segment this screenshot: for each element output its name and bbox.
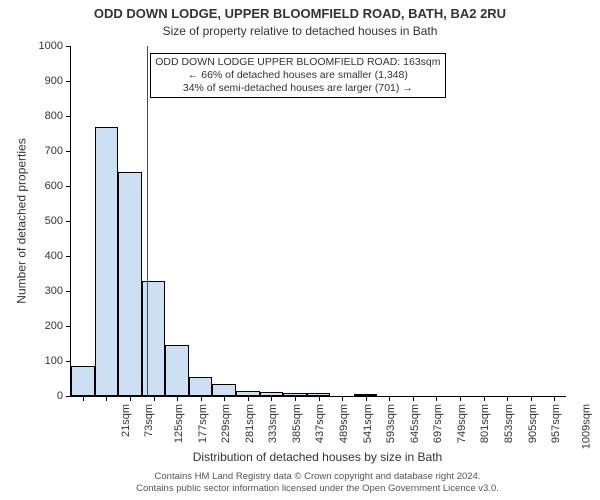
histogram-bar [236,391,260,396]
y-tick [66,116,71,117]
x-tick [106,396,107,401]
y-axis-label: Number of detached properties [15,138,29,303]
y-tick [66,81,71,82]
x-tick [342,396,343,401]
y-tick-label: 100 [45,355,63,367]
x-tick-label: 697sqm [432,404,444,443]
property-marker-line [147,46,148,396]
x-tick [413,396,414,401]
y-tick [66,151,71,152]
histogram-bar [307,393,331,396]
x-tick-label: 125sqm [173,404,185,443]
x-tick [531,396,532,401]
histogram-bar [71,366,95,396]
histogram-bar [212,384,236,396]
histogram-bar [354,394,378,396]
x-tick-label: 489sqm [338,404,350,443]
plot-area: 0100200300400500600700800900100021sqm73s… [70,46,566,397]
histogram-bar [95,127,119,397]
x-tick-label: 229sqm [220,404,232,443]
x-tick-label: 541sqm [362,404,374,443]
x-axis-title: Distribution of detached houses by size … [70,450,565,464]
histogram-bar [283,393,307,397]
y-tick [66,326,71,327]
x-tick-label: 177sqm [197,404,209,443]
annotation-box: ODD DOWN LODGE UPPER BLOOMFIELD ROAD: 16… [150,53,445,98]
y-tick-label: 400 [45,250,63,262]
y-tick [66,186,71,187]
x-tick-label: 437sqm [314,404,326,443]
y-tick [66,291,71,292]
chart-title: ODD DOWN LODGE, UPPER BLOOMFIELD ROAD, B… [0,6,600,21]
x-tick-label: 593sqm [385,404,397,443]
histogram-bar [165,345,189,396]
y-tick [66,256,71,257]
chart-subtitle: Size of property relative to detached ho… [0,24,600,38]
x-tick [130,396,131,401]
annotation-line: 34% of semi-detached houses are larger (… [155,82,440,95]
y-tick [66,361,71,362]
x-tick [484,396,485,401]
x-tick-label: 333sqm [267,404,279,443]
x-tick-label: 957sqm [550,404,562,443]
chart-footer: Contains HM Land Registry data © Crown c… [70,471,565,494]
y-tick [66,396,71,397]
x-tick [436,396,437,401]
x-tick-label: 749sqm [456,404,468,443]
y-tick-label: 900 [45,75,63,87]
x-tick [154,396,155,401]
x-tick [389,396,390,401]
histogram-bar [118,172,142,396]
x-tick [177,396,178,401]
y-tick-label: 200 [45,320,63,332]
x-tick [295,396,296,401]
x-tick-label: 73sqm [143,404,155,437]
x-tick [554,396,555,401]
histogram-bar [189,377,213,396]
y-tick-label: 0 [57,390,63,402]
x-tick [271,396,272,401]
footer-line-2: Contains public sector information licen… [136,483,499,494]
y-tick [66,46,71,47]
x-tick-label: 645sqm [409,404,421,443]
x-tick [83,396,84,401]
footer-line-1: Contains HM Land Registry data © Crown c… [155,471,481,482]
x-tick [201,396,202,401]
x-tick-label: 1009sqm [580,404,592,449]
annotation-line: ODD DOWN LODGE UPPER BLOOMFIELD ROAD: 16… [155,56,440,69]
x-tick [248,396,249,401]
x-tick [366,396,367,401]
histogram-bar [260,392,284,396]
y-tick-label: 300 [45,285,63,297]
x-tick-label: 905sqm [527,404,539,443]
annotation-line: ← 66% of detached houses are smaller (1,… [155,69,440,82]
x-tick [319,396,320,401]
x-tick-label: 21sqm [120,404,132,437]
x-tick-label: 385sqm [291,404,303,443]
y-tick-label: 500 [45,215,63,227]
x-tick-label: 801sqm [479,404,491,443]
x-tick [224,396,225,401]
histogram-bar [142,281,166,397]
x-tick [460,396,461,401]
x-tick [507,396,508,401]
y-tick-label: 1000 [39,40,63,52]
y-axis-title: Number of detached properties [14,46,30,396]
chart-container: { "chart": { "type": "histogram", "title… [0,0,600,500]
y-tick [66,221,71,222]
x-tick-label: 281sqm [244,404,256,443]
x-tick-label: 853sqm [503,404,515,443]
y-tick-label: 600 [45,180,63,192]
y-tick-label: 700 [45,145,63,157]
y-tick-label: 800 [45,110,63,122]
